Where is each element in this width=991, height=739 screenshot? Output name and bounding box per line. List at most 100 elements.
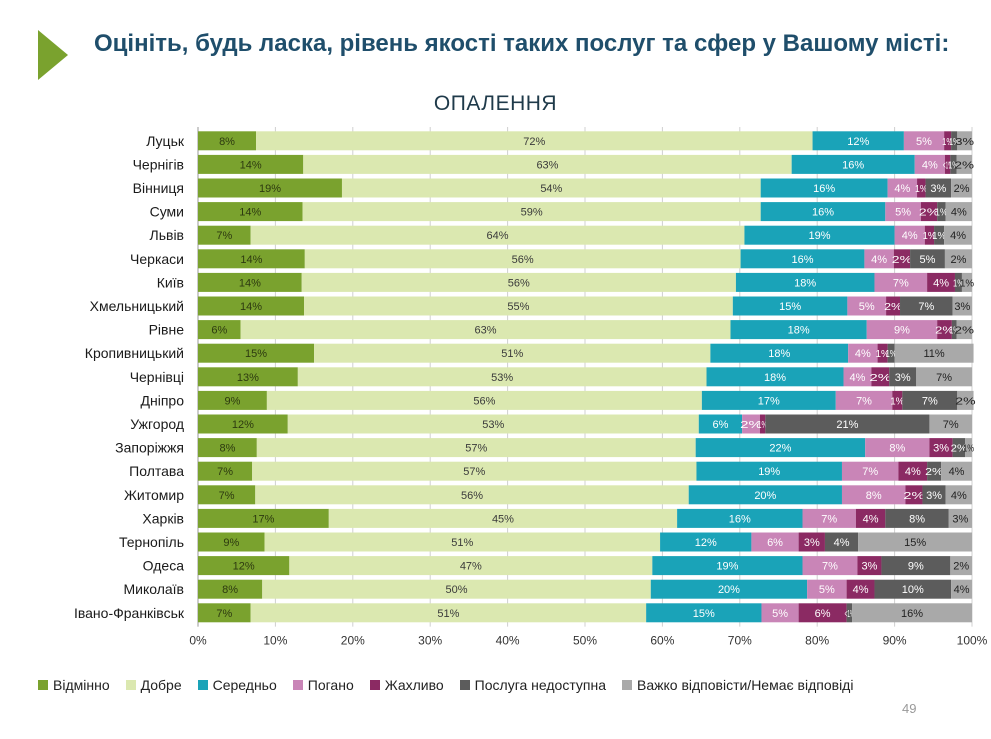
data-label: 3% [955,137,974,148]
bar-segment [250,225,745,245]
legend-item: Послуга недоступна [459,677,606,693]
bar-segment [314,343,711,363]
bar-segment [894,225,925,245]
category-label: Миколаїв [123,581,184,597]
bar-segment [951,178,972,198]
bar-segment [894,343,974,363]
data-label: 16% [729,513,751,525]
bar-segment [916,367,972,387]
data-label: 6% [712,419,728,431]
bar-segment [252,461,697,481]
bar-segment [927,272,955,292]
data-label: 4% [905,466,921,478]
data-label: 51% [437,608,459,620]
data-label: 3% [861,561,877,573]
bar-segment [871,367,890,387]
bar-segment [885,508,949,528]
bar-segment [902,390,958,410]
data-label: 53% [482,419,504,431]
bar-segment [266,390,702,410]
bar-segment [917,178,926,198]
category-label: Вінниця [133,180,184,196]
legend-swatch [197,680,208,690]
data-label: 5% [916,136,932,148]
bar-segment [846,603,853,623]
data-label: 7% [822,561,838,573]
data-label: 2% [951,254,967,266]
bar-segment [957,390,974,410]
data-label: 14% [240,159,262,171]
category-label: Дніпро [141,392,185,408]
bar-segment [898,461,928,481]
bar-segment [924,225,935,245]
bar-segment [864,249,894,269]
x-tick-label: 100% [957,634,988,648]
bar-segment [892,390,903,410]
legend-item: Середньо [197,677,277,693]
x-tick-label: 80% [805,634,829,648]
bar-segment [198,508,329,528]
legend-swatch [125,680,136,690]
bar-segment [262,579,651,599]
data-label: 6% [767,537,783,549]
data-label: 11% [923,348,944,360]
data-label: 2% [919,208,939,219]
category-label: Харків [142,510,184,526]
data-label: 59% [521,207,543,219]
bar-segment [198,532,265,552]
data-label: 20% [718,584,740,596]
bar-segment [905,485,923,505]
legend-label: Жахливо [384,677,444,693]
bar-segment [695,438,866,458]
bar-segment [944,154,951,174]
page-title: Оцініть, будь ласка, рівень якості таких… [94,30,950,57]
data-label: 1% [923,231,936,242]
data-label: 2% [740,420,762,431]
data-label: 18% [768,348,790,360]
data-label: 56% [461,490,483,502]
data-label: 2% [955,160,975,171]
category-label: Київ [157,274,184,290]
x-tick-label: 60% [650,634,674,648]
bar-segment [198,296,305,316]
x-tick-label: 10% [263,634,287,648]
bar-segment [646,603,762,623]
bar-segment [744,225,895,245]
bar-segment [855,508,886,528]
bar-segment [841,485,906,505]
legend-label: Важко відповісти/Немає відповіді [637,677,854,693]
data-label: 57% [463,466,485,478]
bar-segment [264,532,661,552]
bar-segment [198,556,290,576]
data-label: 7% [821,513,837,525]
bar-segment [812,131,904,151]
bar-segment [929,414,972,434]
bar-segment [198,343,315,363]
bar-segment [198,367,298,387]
bar-segment [650,579,808,599]
bar-segment [696,461,842,481]
data-label: 54% [540,183,562,195]
bar-segment [941,461,972,481]
data-label: 4% [954,584,970,596]
category-label: Суми [150,204,184,220]
data-label: 7% [918,301,934,313]
data-label: 2% [955,326,975,337]
chart-subtitle: ОПАЛЕННЯ [433,92,558,115]
data-label: 56% [512,254,534,266]
category-label: Тернопіль [119,534,184,550]
data-label: 56% [473,395,495,407]
data-label: 5% [859,301,875,313]
data-label: 45% [492,513,514,525]
data-label: 15% [693,608,715,620]
data-label: 64% [487,230,509,242]
bar-segment [198,249,305,269]
data-label: 2% [884,302,902,313]
data-label: 1% [876,349,890,360]
bar-segment [944,131,952,151]
data-label: 9% [894,325,910,337]
bar-segment [887,178,918,198]
bar-segment [910,249,945,269]
bar-segment [889,367,917,387]
x-tick-label: 20% [341,634,365,648]
